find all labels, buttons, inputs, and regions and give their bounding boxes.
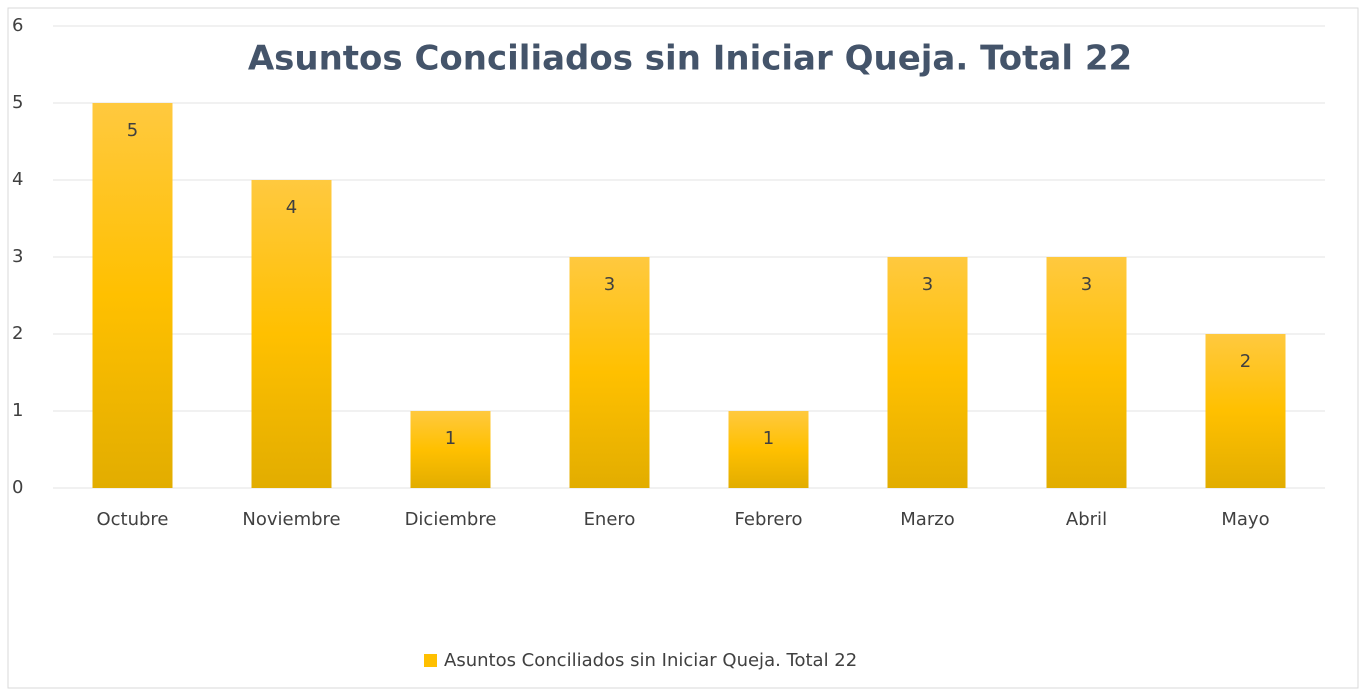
bar [569, 257, 650, 488]
data-label: 2 [1240, 351, 1251, 372]
x-tick-label: Noviembre [242, 509, 340, 530]
bar [410, 411, 491, 488]
bar [1046, 257, 1127, 488]
data-label: 3 [1081, 274, 1092, 295]
y-tick-label: 4 [12, 169, 23, 190]
y-tick-label: 0 [12, 477, 23, 498]
bar [251, 180, 332, 488]
data-label: 5 [127, 120, 138, 141]
legend-label: Asuntos Conciliados sin Iniciar Queja. T… [444, 650, 857, 671]
x-tick-label: Marzo [900, 509, 954, 530]
y-tick-label: 3 [12, 246, 23, 267]
x-tick-label: Febrero [735, 509, 803, 530]
data-label: 1 [445, 428, 456, 449]
data-label: 1 [763, 428, 774, 449]
x-tick-label: Abril [1066, 509, 1107, 530]
bar [92, 103, 173, 488]
bar [728, 411, 809, 488]
bar [1205, 334, 1286, 488]
data-label: 4 [286, 197, 297, 218]
x-tick-label: Enero [584, 509, 636, 530]
data-label: 3 [922, 274, 933, 295]
legend-swatch [424, 654, 437, 667]
y-tick-label: 5 [12, 92, 23, 113]
y-tick-label: 2 [12, 323, 23, 344]
chart-title: Asuntos Conciliados sin Iniciar Queja. T… [248, 39, 1132, 79]
x-tick-label: Mayo [1221, 509, 1269, 530]
y-tick-label: 6 [12, 15, 23, 36]
x-tick-label: Octubre [96, 509, 168, 530]
y-tick-label: 1 [12, 400, 23, 421]
chart-border [7, 7, 1359, 689]
x-tick-label: Diciembre [405, 509, 497, 530]
bar [887, 257, 968, 488]
data-label: 3 [604, 274, 615, 295]
